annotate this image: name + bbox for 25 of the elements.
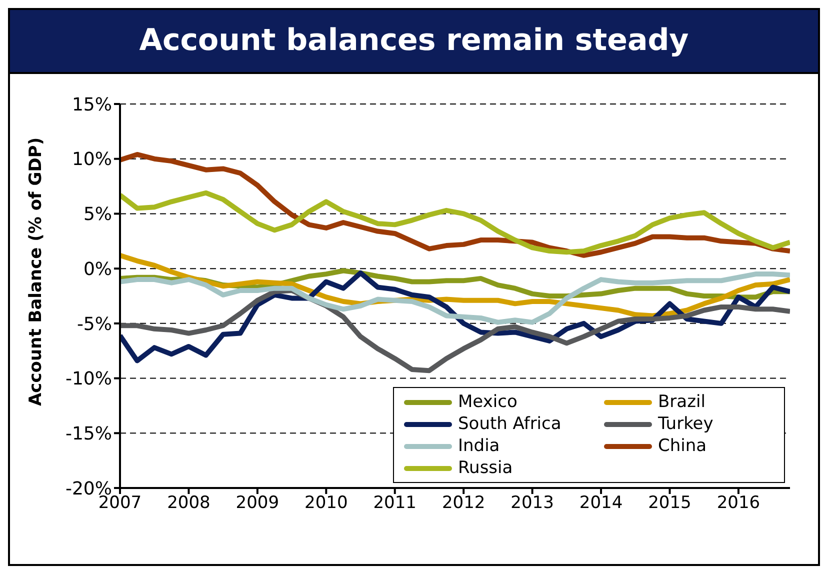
y-tick-label: 10% [72, 149, 112, 170]
y-tick-label: 15% [72, 94, 112, 116]
legend-label: South Africa [458, 413, 562, 435]
y-axis-title: Account Balance (% of GDP) [26, 137, 46, 406]
y-tick-label: -5% [76, 314, 112, 335]
x-tick-label: 2010 [304, 493, 348, 514]
y-tick-label: -10% [65, 368, 112, 390]
y-tick-label: 5% [83, 204, 112, 226]
legend-label: India [458, 435, 500, 457]
legend-label: Brazil [658, 391, 706, 413]
y-tick-label: -15% [65, 424, 112, 445]
legend-label: China [658, 435, 707, 457]
x-tick-label: 2015 [648, 493, 692, 514]
legend-label: Turkey [658, 413, 714, 435]
x-tick-label: 2011 [373, 493, 417, 514]
y-tick-label: 0% [83, 258, 112, 280]
chart-title: Account balances remain steady [10, 10, 818, 74]
legend-label: Russia [458, 457, 513, 479]
x-tick-label: 2008 [167, 493, 210, 514]
x-tick-label: 2014 [579, 493, 623, 514]
x-tick-label: 2016 [716, 493, 760, 514]
x-tick-label: 2009 [236, 493, 280, 514]
x-tick-label: 2013 [510, 493, 554, 514]
legend-label: Mexico [458, 391, 518, 413]
x-tick-label: 2012 [442, 493, 486, 514]
